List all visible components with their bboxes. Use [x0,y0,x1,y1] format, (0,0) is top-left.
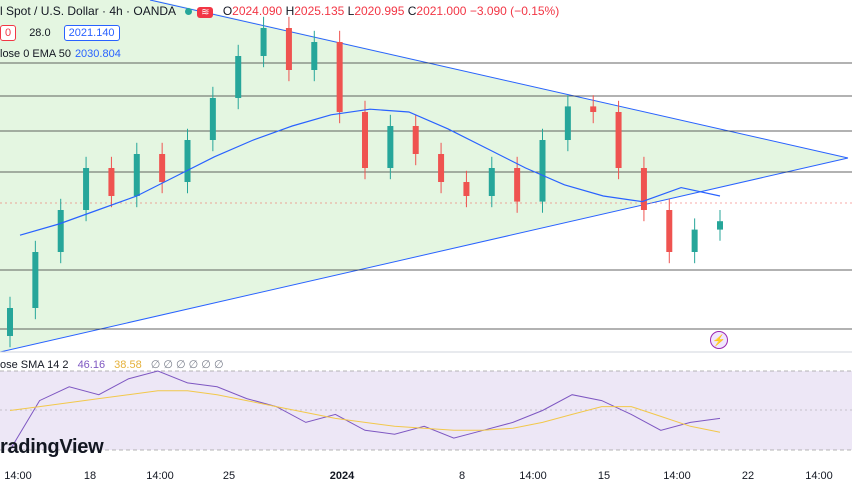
rsi-value: 46.16 [77,359,106,371]
candle-body [514,168,521,202]
candle-body [691,229,698,252]
buy-box[interactable]: 2021.140 [63,25,120,41]
candle-body [83,168,90,210]
ema-legend[interactable]: lose 0 EMA 50 2030.804 [0,48,121,60]
x-tick-label: 25 [222,470,236,482]
candle-body [336,42,343,112]
candle-body [488,168,495,196]
ohlc-values: O2024.090 H2025.135 L2020.995 C2021.000 … [223,4,559,18]
candle-body [7,308,13,336]
tradingview-watermark: radingView [0,436,104,458]
symbol-title: l Spot / U.S. Dollar · 4h · OANDA [0,4,176,18]
ema-value: 2030.804 [74,48,121,60]
triangle-lower-line [0,157,849,353]
candle-body [564,106,571,140]
candle-body [717,221,723,230]
rsi-ma-line [9,390,721,433]
x-tick-label: 18 [83,470,97,482]
candle-body [438,154,445,182]
ohlc-label: O [222,4,233,18]
x-tick-label: 15 [597,470,611,482]
rsi-extras: ∅ ∅ ∅ ∅ ∅ ∅ [150,359,224,371]
candle-body [387,126,394,168]
candles [7,16,723,348]
candle-body [640,168,647,210]
wave-icon[interactable]: ≋ [197,7,214,18]
candle-body [590,106,597,112]
ohlc-value: 2024.090 [232,4,283,18]
candle-body [362,112,368,168]
sell-box[interactable]: 0 [0,25,17,41]
ema-line [19,108,721,236]
x-tick-label: 14:00 [805,470,833,482]
x-tick-label: 14:00 [4,470,32,482]
ohlc-value: 2021.000 [416,4,467,18]
candle-body [412,126,419,154]
candle-body [666,210,673,252]
candle-body [285,28,292,70]
spread-value: 28.0 [29,27,51,39]
rsi-ma-value: 38.58 [114,359,142,371]
candle-body [615,112,622,168]
x-tick-label: 8 [458,470,466,482]
rsi-legend[interactable]: ose SMA 14 2 46.16 38.58 ∅ ∅ ∅ ∅ ∅ ∅ [0,358,224,371]
x-tick-label: 14:00 [663,470,691,482]
ohlc-label: C [407,4,417,18]
ohlc-value: 2025.135 [294,4,345,18]
candle-body [463,182,470,196]
candle-body [209,98,216,140]
ohlc-label: H [285,4,295,18]
candle-body [260,28,267,56]
price-row: 0 28.0 2021.140 [0,25,120,41]
candle-body [539,140,546,202]
rsi-band [0,371,852,450]
x-tick-label: 14:00 [519,470,547,482]
candle-body [57,210,64,252]
change-value: −3.090 (−0.15%) [469,4,560,18]
candle-body [32,252,39,308]
candle-body [311,42,318,70]
ema-label: lose 0 EMA 50 [0,48,71,60]
triangle-upper-line [149,0,849,159]
candle-body [108,168,115,196]
candle-body [159,154,166,182]
ohlc-label: L [347,4,355,18]
candle-body [184,140,191,182]
legend-header: l Spot / U.S. Dollar · 4h · OANDA ≋ O202… [0,4,559,18]
candle-body [133,154,140,196]
rsi-line [9,370,721,451]
x-tick-label: 22 [741,470,755,482]
x-tick-label: 14:00 [146,470,174,482]
lightning-icon[interactable]: ⚡ [710,331,728,349]
ohlc-value: 2020.995 [354,4,405,18]
x-tick-label: 2024 [329,470,355,482]
triangle-pattern [0,0,848,352]
candle-body [235,56,242,98]
market-open-dot [184,7,192,15]
rsi-label: ose SMA 14 2 [0,359,69,371]
